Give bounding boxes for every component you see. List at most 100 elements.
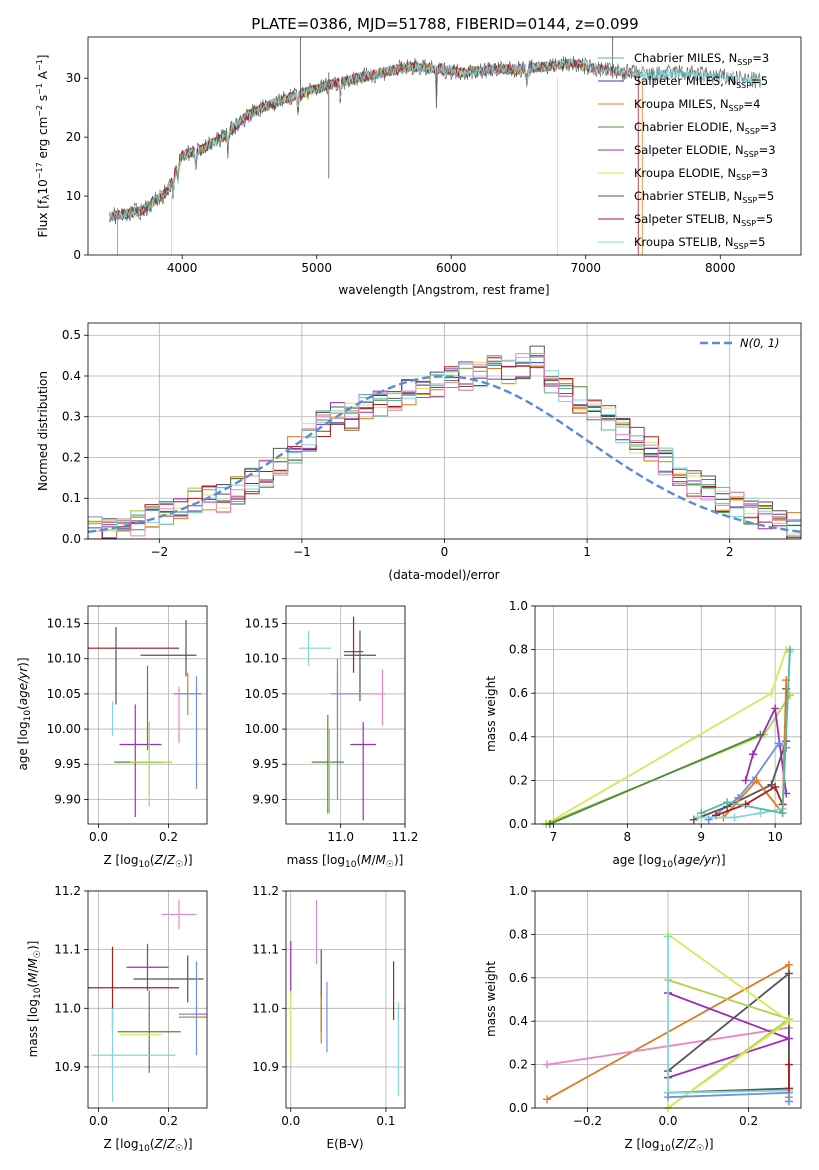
p6-ytick-label: 11.1 bbox=[54, 943, 81, 957]
spectrum-xtick-label: 6000 bbox=[436, 261, 467, 275]
p7-frame bbox=[285, 890, 406, 1109]
residual-xlabel: (data-model)/error bbox=[388, 568, 499, 582]
residual-frame bbox=[87, 322, 802, 540]
p5-xlabel: age [log10(age/yr)] bbox=[612, 853, 725, 870]
p4-ytick-label: 10.05 bbox=[245, 687, 279, 701]
mass-vs-metallicity-panel: 0.0 0.2 10.9 11.0 11.1 11.2 bbox=[54, 884, 208, 1128]
p5-marker bbox=[748, 750, 757, 759]
p8-marker bbox=[784, 1034, 793, 1043]
p8-marker bbox=[784, 960, 793, 969]
p4-background bbox=[286, 606, 405, 824]
p3-ytick-label: 10.00 bbox=[47, 722, 81, 736]
spectrum-series-8 bbox=[109, 58, 761, 222]
p8-ytick-label: 0.0 bbox=[509, 1101, 528, 1115]
p7-xtick-label: 0.0 bbox=[281, 1114, 300, 1128]
p8-ytick-label: 1.0 bbox=[509, 884, 528, 898]
p8-ytick-label: 0.4 bbox=[509, 1014, 528, 1028]
p5-ytick-label: 0.4 bbox=[509, 730, 528, 744]
p5-ylabel: mass weight bbox=[484, 676, 498, 752]
spectrum-ytick-label: 0 bbox=[73, 248, 81, 262]
p6-ytick-label: 11.2 bbox=[54, 884, 81, 898]
legend-entry: Kroupa ELODIE, NSSP=3 bbox=[634, 166, 768, 182]
p5-series-7 bbox=[715, 785, 784, 817]
p3-ytick-label: 10.15 bbox=[47, 617, 81, 631]
p5-xtick-label: 7 bbox=[550, 830, 558, 844]
age-vs-mass-panel: 11.0 11.2 9.90 9.95 10.00 10.05 10.10 10.15 bbox=[245, 605, 418, 844]
p6-xtick-label: 0.2 bbox=[159, 1114, 178, 1128]
residual-ylabel: Normed distribution bbox=[36, 371, 50, 491]
p8-marker bbox=[664, 932, 672, 941]
p5-marker bbox=[693, 813, 702, 822]
p6-ylabel: mass [log10(M/M☉)] bbox=[26, 941, 43, 1058]
p5-series-6 bbox=[722, 680, 788, 819]
legend-entry: Salpeter ELODIE, NSSP=3 bbox=[634, 143, 776, 159]
p5-frame bbox=[534, 605, 802, 825]
residual-ytick-label: 0.3 bbox=[62, 410, 81, 424]
p7-ytick-label: 10.9 bbox=[252, 1060, 279, 1074]
p5-marker bbox=[730, 813, 739, 822]
p5-background bbox=[535, 606, 801, 824]
p8-marker bbox=[543, 1060, 552, 1069]
p5-ytick-label: 0.6 bbox=[509, 686, 528, 700]
p4-ytick-label: 10.15 bbox=[245, 617, 279, 631]
residual-xtick-label: −1 bbox=[293, 545, 311, 559]
p5-marker bbox=[767, 689, 776, 698]
p5-ytick-label: 0.0 bbox=[509, 817, 528, 831]
spectrum-xtick-label: 7000 bbox=[570, 261, 601, 275]
legend-entry: Chabrier STELIB, NSSP=5 bbox=[634, 189, 774, 205]
p7-xlabel: E(B-V) bbox=[326, 1137, 363, 1151]
p5-xtick-label: 9 bbox=[697, 830, 705, 844]
p8-xlabel: Z [log10(Z/Z☉)] bbox=[624, 1137, 713, 1154]
spectrum-legend: Chabrier MILES, NSSP=3 Salpeter MILES, NS… bbox=[598, 51, 777, 251]
p8-ylabel: mass weight bbox=[484, 961, 498, 1037]
p3-xtick-label: 0.0 bbox=[89, 830, 108, 844]
p8-frame bbox=[534, 890, 802, 1109]
p3-ylabel: age [log10(age/yr)] bbox=[16, 657, 33, 770]
p5-marker bbox=[741, 800, 750, 809]
spectrum-xtick-label: 5000 bbox=[301, 261, 332, 275]
spectrum-xtick-label: 8000 bbox=[705, 261, 736, 275]
residual-ytick-label: 0.2 bbox=[62, 450, 81, 464]
gaussian-legend-label: N(0, 1) bbox=[740, 336, 780, 350]
p5-marker bbox=[771, 782, 780, 791]
residual-xtick-label: 2 bbox=[726, 545, 734, 559]
p4-ytick-label: 10.10 bbox=[245, 652, 279, 666]
p8-xtick-label: 0.0 bbox=[658, 1114, 677, 1128]
p3-ytick-label: 9.90 bbox=[54, 792, 81, 806]
residual-ytick-label: 0.5 bbox=[62, 328, 81, 342]
residual-ytick-label: 0.4 bbox=[62, 369, 81, 383]
p3-xtick-label: 0.2 bbox=[159, 830, 178, 844]
figure-title: PLATE=0386, MJD=51788, FIBERID=0144, z=0… bbox=[251, 15, 638, 33]
p5-marker bbox=[756, 809, 765, 818]
legend-entry: Chabrier MILES, NSSP=3 bbox=[634, 51, 769, 67]
p8-ytick-label: 0.2 bbox=[509, 1058, 528, 1072]
p5-ytick-label: 1.0 bbox=[509, 599, 528, 613]
legend-entry: Kroupa STELIB, NSSP=5 bbox=[634, 235, 765, 251]
p4-ytick-label: 9.95 bbox=[252, 757, 279, 771]
histogram-series-9 bbox=[88, 353, 801, 539]
p5-marker bbox=[752, 776, 761, 785]
p3-ytick-label: 10.10 bbox=[47, 652, 81, 666]
residual-xtick-label: 0 bbox=[441, 545, 449, 559]
p8-marker bbox=[543, 1095, 552, 1104]
p5-marker bbox=[785, 645, 794, 654]
weight-vs-metallicity-panel: −0.2 0.0 0.2 0.0 0.2 0.4 0.6 0.8 1.0 bbox=[509, 884, 802, 1128]
p5-xtick-label: 10 bbox=[767, 830, 782, 844]
p5-marker bbox=[723, 798, 732, 807]
p4-ytick-label: 10.00 bbox=[245, 722, 279, 736]
p5-xtick-label: 8 bbox=[624, 830, 632, 844]
spectrum-panel: 4000 5000 6000 7000 8000 0 10 20 30 Chabrier MILE… bbox=[66, 36, 802, 275]
spectrum-ytick-label: 10 bbox=[66, 189, 81, 203]
legend-entry: Salpeter MILES, NSSP=5 bbox=[634, 74, 768, 90]
gaussian-curve bbox=[87, 375, 802, 534]
p3-frame bbox=[87, 605, 208, 825]
spectrum-xtick-label: 4000 bbox=[167, 261, 198, 275]
p5-marker bbox=[771, 704, 780, 713]
p8-xtick-label: 0.2 bbox=[739, 1114, 758, 1128]
p8-ytick-label: 0.8 bbox=[509, 927, 528, 941]
p8-marker bbox=[784, 1097, 793, 1106]
p8-marker bbox=[784, 1017, 793, 1026]
p8-ytick-label: 0.6 bbox=[509, 971, 528, 985]
p8-series-2 bbox=[667, 971, 790, 1094]
spectrum-frame bbox=[87, 36, 802, 256]
